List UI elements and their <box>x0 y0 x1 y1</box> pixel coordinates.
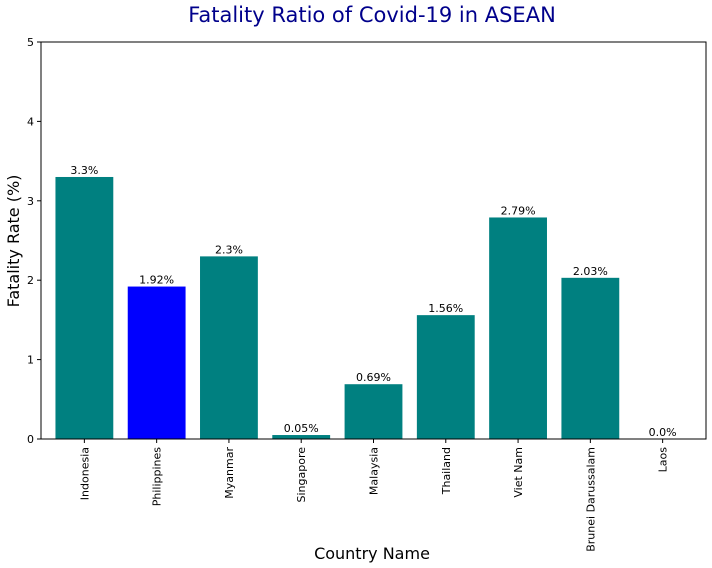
x-tick-label-malaysia: Malaysia <box>368 447 381 495</box>
bar-brunei-darussalam <box>561 277 620 439</box>
data-label-indonesia: 3.3% <box>70 164 98 177</box>
x-tick-label-laos: Laos <box>657 447 670 473</box>
data-label-singapore: 0.05% <box>284 422 319 435</box>
y-tick-label-0: 0 <box>27 433 34 446</box>
bars-group <box>55 176 620 440</box>
x-tick-label-thailand: Thailand <box>440 447 453 495</box>
data-labels-group: 3.3% 1.92% 2.3% 0.05% 0.69% 1.56% 2.79% 2.03% 0.… <box>70 164 676 439</box>
bar-singapore <box>272 435 331 439</box>
x-tick-label-myanmar: Myanmar <box>223 447 236 499</box>
y-tick-label-1: 1 <box>27 354 34 367</box>
chart-title: Fatality Ratio of Covid-19 in ASEAN <box>188 3 556 27</box>
x-tick-label-viet-nam: Viet Nam <box>512 447 525 498</box>
x-tick-label-singapore: Singapore <box>295 447 308 503</box>
bar-thailand <box>416 315 475 439</box>
bar-philippines <box>127 286 186 439</box>
bar-indonesia <box>55 176 114 440</box>
bar-myanmar <box>200 256 258 439</box>
data-label-malaysia: 0.69% <box>356 371 391 384</box>
x-tick-label-brunei-darussalam: Brunei Darussalam <box>584 447 597 552</box>
x-axis-label: Country Name <box>314 544 430 563</box>
y-axis: 0 1 2 3 4 5 <box>27 36 41 446</box>
data-label-myanmar: 2.3% <box>215 243 243 256</box>
x-tick-label-philippines: Philippines <box>151 447 164 507</box>
data-label-laos: 0.0% <box>649 426 677 439</box>
y-tick-label-5: 5 <box>27 36 34 49</box>
data-label-viet-nam: 2.79% <box>501 204 536 217</box>
bar-viet-nam <box>489 217 547 439</box>
data-label-brunei-darussalam: 2.03% <box>573 265 608 278</box>
data-label-philippines: 1.92% <box>139 274 174 287</box>
y-tick-label-2: 2 <box>27 274 34 287</box>
data-label-thailand: 1.56% <box>428 302 463 315</box>
y-tick-label-3: 3 <box>27 195 34 208</box>
bar-malaysia <box>344 384 403 439</box>
x-axis: Indonesia Philippines Myanmar Singapore Mala… <box>78 439 670 552</box>
y-tick-label-4: 4 <box>27 115 34 128</box>
y-axis-label: Fatality Rate (%) <box>4 175 23 308</box>
x-tick-label-indonesia: Indonesia <box>78 447 91 500</box>
